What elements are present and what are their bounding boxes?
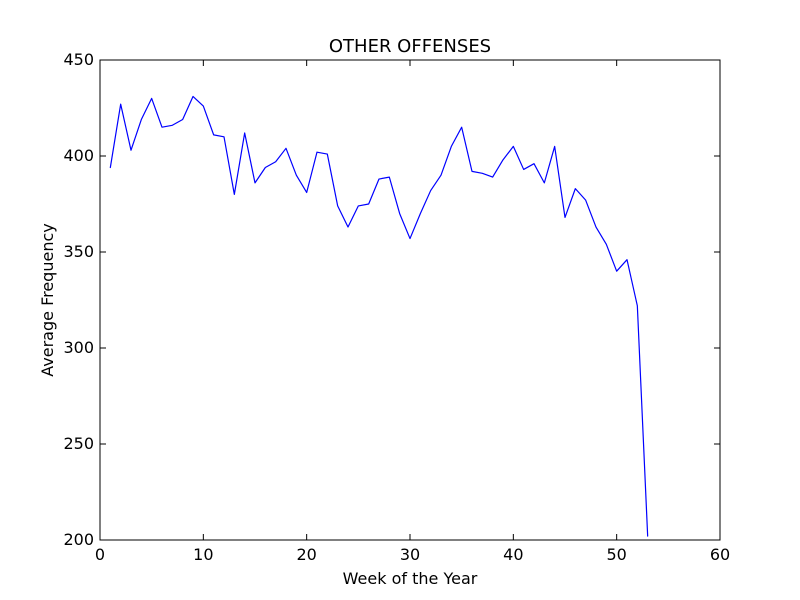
- tick-layer: 0 10 20 30 40 50 60 200 250 300 350 400 450: [63, 50, 730, 564]
- chart-title: OTHER OFFENSES: [329, 36, 491, 57]
- x-tick-label: 20: [296, 545, 316, 564]
- x-tick-label: 50: [606, 545, 626, 564]
- x-tick-label: 0: [95, 545, 105, 564]
- x-tick-label: 30: [400, 545, 420, 564]
- x-tick-label: 10: [193, 545, 213, 564]
- y-tick-label: 200: [63, 530, 94, 549]
- y-tick-label: 400: [63, 146, 94, 165]
- y-tick-label: 250: [63, 434, 94, 453]
- y-axis-title: Average Frequency: [38, 223, 57, 376]
- y-tick-label: 450: [63, 50, 94, 69]
- series-line: [109, 95, 649, 537]
- y-tick-label: 350: [63, 242, 94, 261]
- y-tick-label: 300: [63, 338, 94, 357]
- x-axis-title: Week of the Year: [343, 569, 478, 588]
- plot-area-frame: [99, 59, 721, 541]
- x-tick-label: 40: [503, 545, 523, 564]
- series-layer: [109, 95, 649, 537]
- x-tick-label: 60: [710, 545, 730, 564]
